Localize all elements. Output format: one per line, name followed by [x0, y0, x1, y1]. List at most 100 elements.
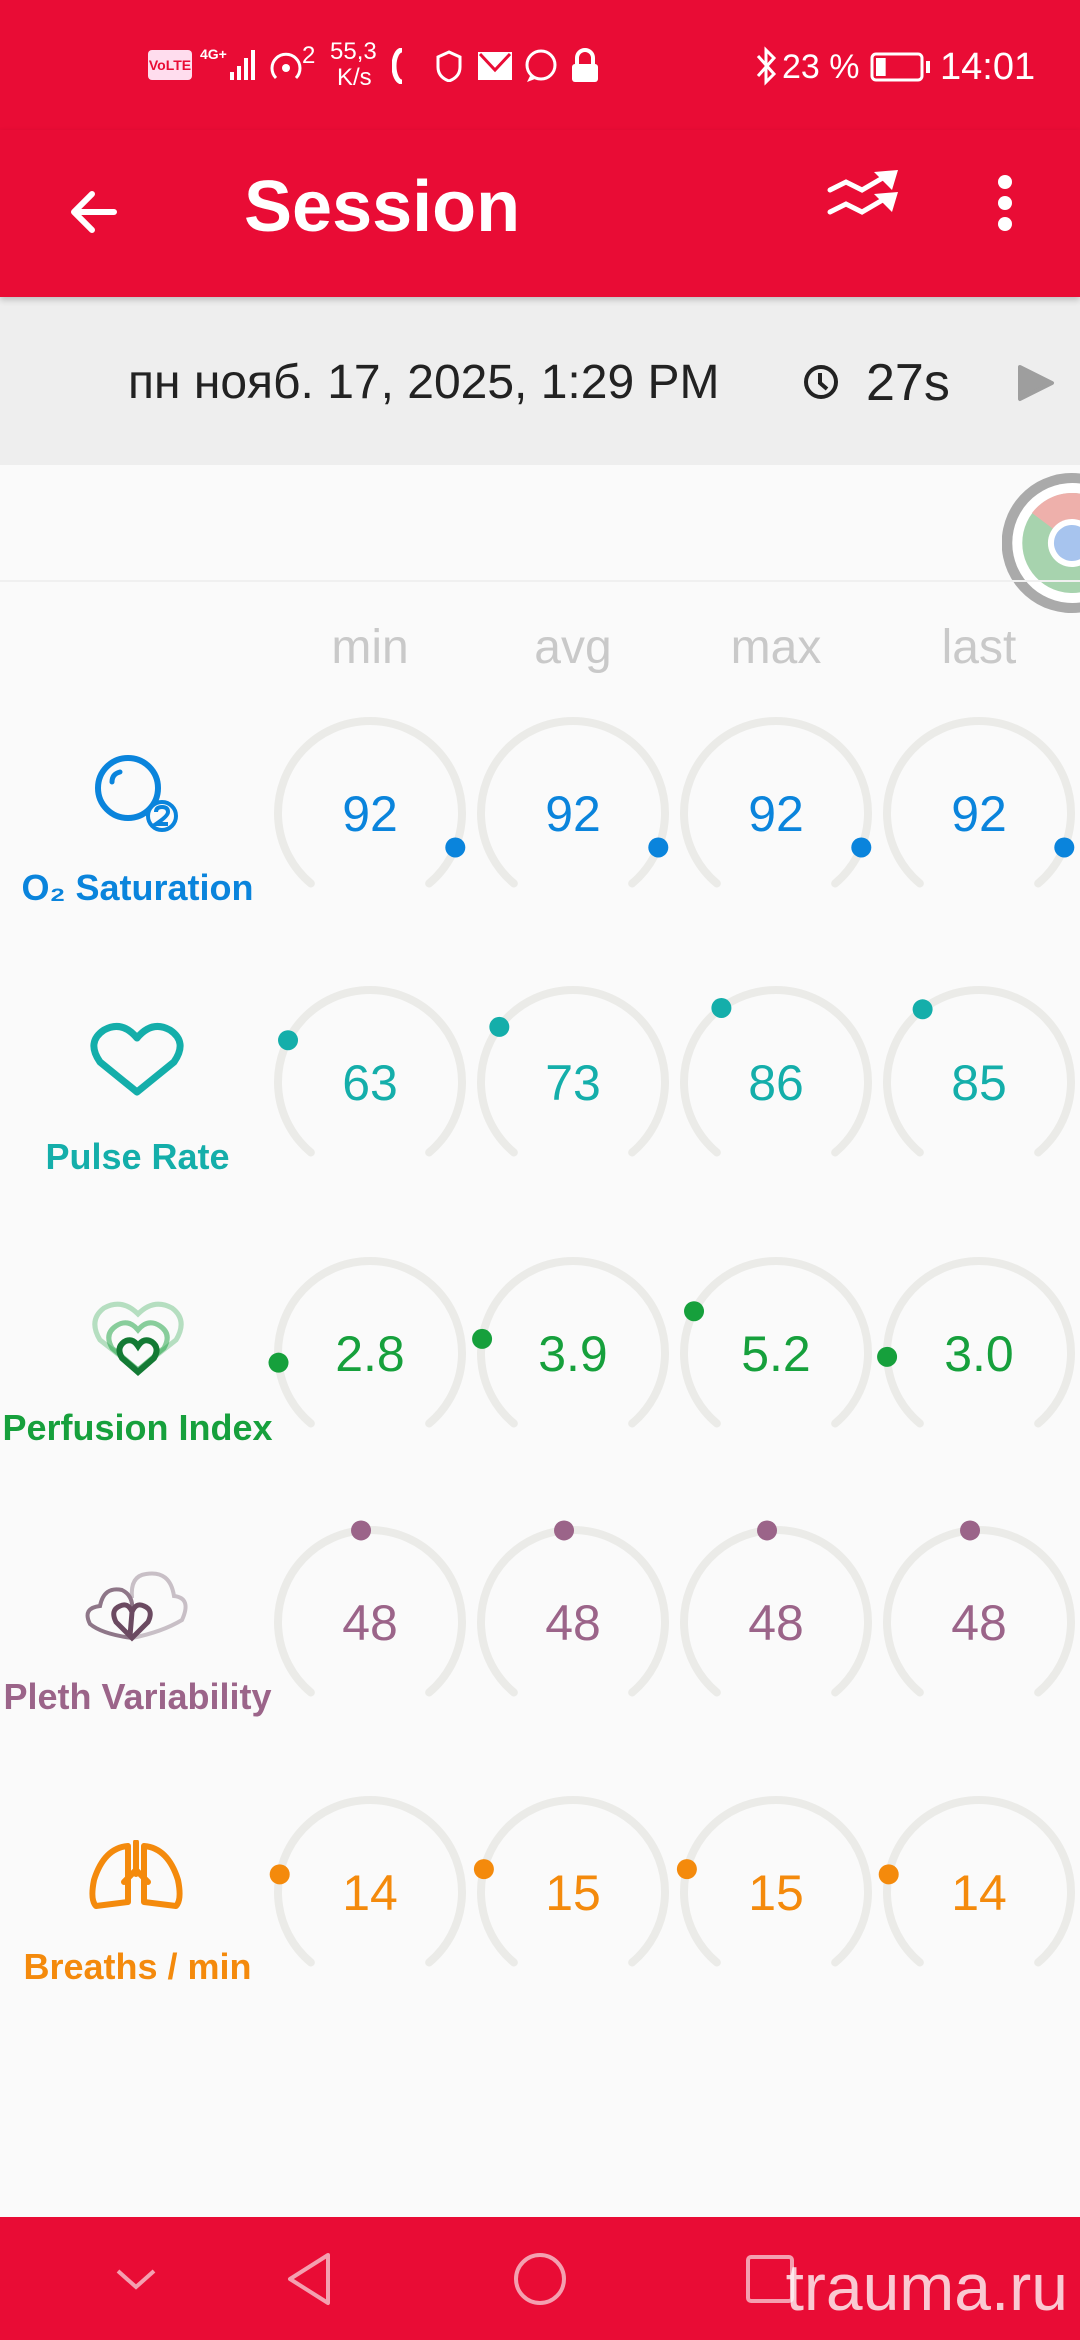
gauge-track	[883, 986, 1075, 1157]
mail-icon	[478, 52, 512, 80]
divider	[0, 580, 1080, 582]
gauge-value-min: 14	[342, 1865, 398, 1921]
column-header-avg: avg	[534, 621, 612, 674]
gauge-indicator-dot	[648, 837, 669, 858]
back-triangle-icon[interactable]	[284, 2251, 334, 2307]
gauge-track	[477, 1257, 669, 1428]
column-header-min: min	[331, 621, 409, 674]
clock-time: 14:01	[940, 46, 1036, 88]
gauge-value-last: 85	[951, 1055, 1007, 1111]
signal-icon: 4G+	[200, 46, 260, 84]
gauge-indicator-dot	[351, 1520, 372, 1541]
watermark: trauma.ru	[785, 2250, 1068, 2324]
gauge-track	[680, 1257, 872, 1428]
gauge-indicator-dot	[472, 1328, 493, 1349]
pleth-hearts-icon	[85, 1571, 188, 1642]
gauge-indicator-dot	[877, 1346, 898, 1367]
session-duration: 27s	[866, 354, 950, 412]
gauge-value-avg: 92	[545, 786, 601, 842]
page-title: Session	[244, 167, 521, 247]
gauge-value-last: 14	[951, 1865, 1007, 1921]
trending-up-icon[interactable]	[826, 170, 902, 230]
session-info-bar: пн нояб. 17, 2025, 1:29 PM 27s	[0, 297, 1080, 465]
chevron-down-icon[interactable]	[114, 2265, 158, 2295]
gauge-indicator-dot	[473, 1859, 494, 1880]
gauge-track	[680, 717, 872, 888]
metric-label-pulse-rate: Pulse Rate	[45, 1136, 230, 1177]
home-circle-icon[interactable]	[512, 2251, 568, 2307]
gauge-track	[883, 1796, 1075, 1967]
gauge-track	[274, 717, 466, 888]
net-speed-value: 55,3	[330, 38, 377, 65]
status-bar: VoLTE 4G+ 2 55,3 K/s 23 % 14:01	[0, 0, 1080, 130]
gauge-indicator-dot	[554, 1520, 575, 1541]
gauge-value-min: 92	[342, 786, 398, 842]
shield-phone-icon	[436, 50, 462, 82]
gauge-value-avg: 48	[545, 1595, 601, 1651]
o2-bubble-icon	[95, 755, 178, 832]
gauge-indicator-dot	[445, 837, 466, 858]
gauge-value-avg: 73	[545, 1055, 601, 1111]
gauge-indicator-dot	[489, 1016, 510, 1037]
session-datetime: пн нояб. 17, 2025, 1:29 PM	[128, 356, 720, 409]
battery-percent: 23 %	[782, 48, 860, 86]
gauge-indicator-dot	[268, 1352, 289, 1373]
navigation-bar: trauma.ru	[0, 2217, 1080, 2340]
gauge-track	[274, 1796, 466, 1967]
gauge-indicator-dot	[278, 1030, 299, 1051]
chrome-bubble[interactable]	[1002, 473, 1080, 613]
metric-label-breaths-per-min: Breaths / min	[23, 1946, 252, 1987]
gauge-value-min: 2.8	[335, 1326, 405, 1382]
lock-icon	[572, 48, 598, 82]
gauge-value-min: 63	[342, 1055, 398, 1111]
battery-icon	[870, 52, 930, 82]
whatsapp-icon	[525, 49, 557, 82]
gauge-indicator-dot	[684, 1301, 705, 1322]
metric-label-o2-saturation: O₂ Saturation	[21, 867, 254, 908]
gauge-indicator-dot	[878, 1864, 899, 1885]
gauge-track	[680, 1796, 872, 1967]
gauge-indicator-dot	[960, 1520, 981, 1541]
gauge-value-max: 86	[748, 1055, 804, 1111]
gauge-indicator-dot	[1054, 837, 1075, 858]
gauge-indicator-dot	[851, 837, 872, 858]
gauge-indicator-dot	[912, 999, 933, 1020]
gauge-value-last: 92	[951, 786, 1007, 842]
chrome-icon-center	[1053, 525, 1080, 561]
heart-outline-icon	[90, 1022, 184, 1096]
gauge-value-max: 15	[748, 1865, 804, 1921]
hotspot-count: 2	[302, 42, 316, 69]
volte-icon: VoLTE	[148, 50, 192, 80]
gauge-track	[274, 986, 466, 1157]
gauge-value-min: 48	[342, 1595, 398, 1651]
metric-label-perfusion-index: Perfusion Index	[2, 1407, 273, 1448]
perfusion-hearts-icon	[92, 1301, 184, 1376]
gauge-indicator-dot	[757, 1520, 778, 1541]
gauge-indicator-dot	[711, 997, 732, 1018]
column-header-max: max	[730, 621, 822, 674]
more-vert-icon[interactable]	[990, 170, 1020, 240]
gauge-value-last: 3.0	[944, 1326, 1014, 1382]
bluetooth-icon	[756, 46, 777, 86]
gauge-track	[680, 986, 872, 1157]
gauge-track	[477, 717, 669, 888]
gauge-track	[477, 986, 669, 1157]
net-speed-unit: K/s	[337, 64, 372, 91]
arrow-left-icon[interactable]	[64, 182, 124, 242]
gauge-value-max: 92	[748, 786, 804, 842]
play-icon[interactable]	[1016, 363, 1056, 403]
metric-label-pleth-variability: Pleth Variability	[3, 1676, 272, 1717]
gauge-track	[477, 1796, 669, 1967]
app-bar: Session	[0, 130, 1080, 297]
vpn-icon	[392, 48, 403, 84]
gauge-value-max: 5.2	[741, 1326, 811, 1382]
gauge-value-max: 48	[748, 1595, 804, 1651]
recents-square-icon[interactable]	[744, 2253, 796, 2305]
gauge-track	[883, 717, 1075, 888]
gauge-value-last: 48	[951, 1595, 1007, 1651]
column-header-last: last	[941, 621, 1017, 674]
hotspot-icon	[270, 52, 302, 80]
gauge-indicator-dot	[676, 1859, 697, 1880]
network-type: 4G+	[200, 46, 227, 62]
